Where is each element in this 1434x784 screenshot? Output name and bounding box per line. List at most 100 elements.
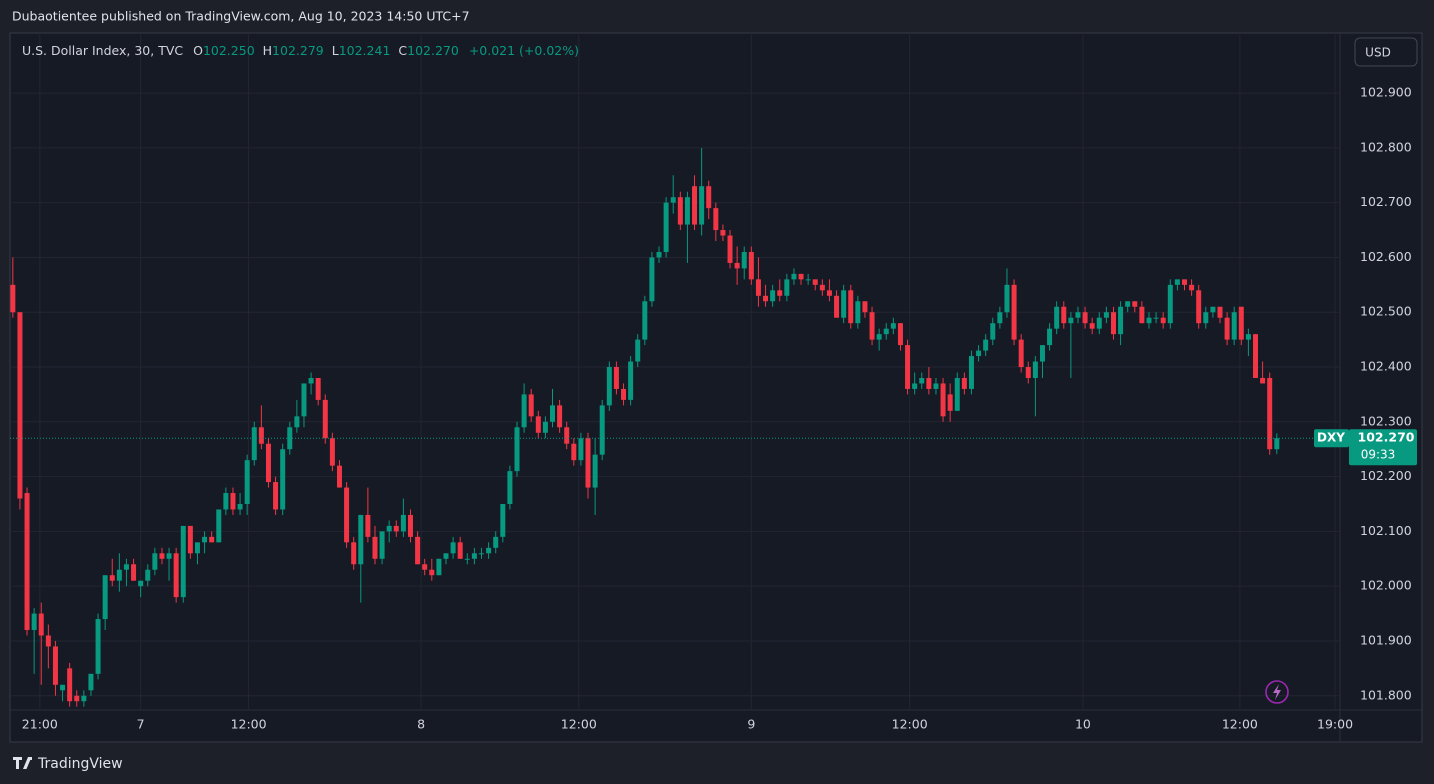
candle-body [159,553,165,559]
price-tag-price: 102.270 [1358,430,1415,445]
candle-body [677,197,683,225]
candle-body [31,613,37,631]
y-tick-label: 102.500 [1360,304,1412,319]
candle-body [521,394,527,428]
candle-body [244,460,250,504]
y-tick-label: 102.700 [1360,194,1412,209]
candle-body [1274,438,1280,450]
candle-body [1132,301,1138,307]
candle-body [649,257,655,302]
candle-body [727,235,733,263]
high-value: 102.279 [272,43,324,58]
candle-body [379,531,385,559]
high-label: H [263,43,272,58]
candle-body [897,323,903,346]
y-tick-label: 102.400 [1360,359,1412,374]
alert-icon[interactable] [1265,680,1289,704]
candle-body [1082,312,1088,324]
candle-body [10,284,16,313]
candle-body [1118,306,1124,335]
x-tick-label: 9 [747,717,755,732]
candle-body [67,668,73,702]
alert-circle[interactable] [1265,680,1289,704]
open-value: 102.250 [203,43,255,58]
alert-bolt[interactable] [1273,684,1281,700]
y-tick-label: 102.000 [1360,578,1412,593]
candle-body [1260,377,1266,384]
candle-body [1103,312,1109,318]
candle-body [308,377,314,384]
y-tick-label: 102.100 [1360,523,1412,538]
candle-body [720,230,726,236]
candle-body [109,575,115,581]
symbol: U.S. Dollar Index, 30, TVC [22,43,183,58]
candle-body [280,449,286,510]
candle-body [1025,367,1031,378]
candle-body [826,290,832,296]
price-tag-countdown: 09:33 [1361,448,1396,462]
candle-body [890,323,896,329]
candle-body [983,339,989,351]
candle-body [493,536,499,548]
candle-body [258,427,264,444]
candle-body [1125,301,1131,307]
candle-body [599,405,605,455]
candle-body [407,514,413,537]
candle-body [194,542,200,554]
candle-body [344,487,350,543]
candle-body [209,536,215,543]
candle-body [606,367,612,406]
candle-body [322,399,328,439]
currency-button[interactable]: USD [1354,37,1418,67]
candle-body [315,377,321,400]
x-tick-label: 10 [1075,717,1091,732]
candle-body [1181,279,1187,285]
candle-body [223,493,229,510]
y-tick-label: 102.200 [1360,468,1412,483]
x-tick-label: 7 [137,717,145,732]
open-label: O [193,43,203,58]
candle-body [713,208,719,231]
candle-body [422,564,428,570]
candle-body [933,383,939,389]
candle-body [1210,306,1216,313]
candle-body [613,367,619,389]
x-tick-label: 21:00 [22,717,58,732]
candle-body [883,328,889,335]
candle-body [166,553,172,559]
candle-body [642,301,648,340]
candle-body [876,334,882,340]
candle-body [741,251,747,269]
candle-body [954,377,960,411]
candle-body [1039,345,1045,362]
candle-body [464,558,470,560]
candle-body [1238,306,1244,340]
candle-body [1146,317,1152,324]
candle-body [17,312,23,499]
candle-body [1224,317,1230,340]
candle-body [834,295,840,318]
candle-body [507,471,513,504]
candle-body [301,383,307,417]
candle-body [400,514,406,532]
candle-body [202,536,208,543]
close-value: 102.270 [407,43,459,58]
candle-body [968,356,974,389]
candle-body [230,493,236,510]
candle-body [1068,317,1074,324]
candle-body [131,564,137,581]
candle-body [500,503,506,537]
candle-body [514,427,520,472]
low-label: L [332,43,339,58]
y-tick-label: 101.800 [1360,687,1412,702]
brand-name: TradingView [37,756,123,772]
candles [10,147,1280,707]
candle-body [116,569,122,581]
currency-label[interactable]: USD [1365,46,1391,60]
candle-body [486,547,492,554]
candle-body [819,284,825,291]
currency-button-frame[interactable] [1354,37,1418,67]
x-tick-label: 12:00 [561,717,597,732]
x-tick-label: 12:00 [892,717,928,732]
